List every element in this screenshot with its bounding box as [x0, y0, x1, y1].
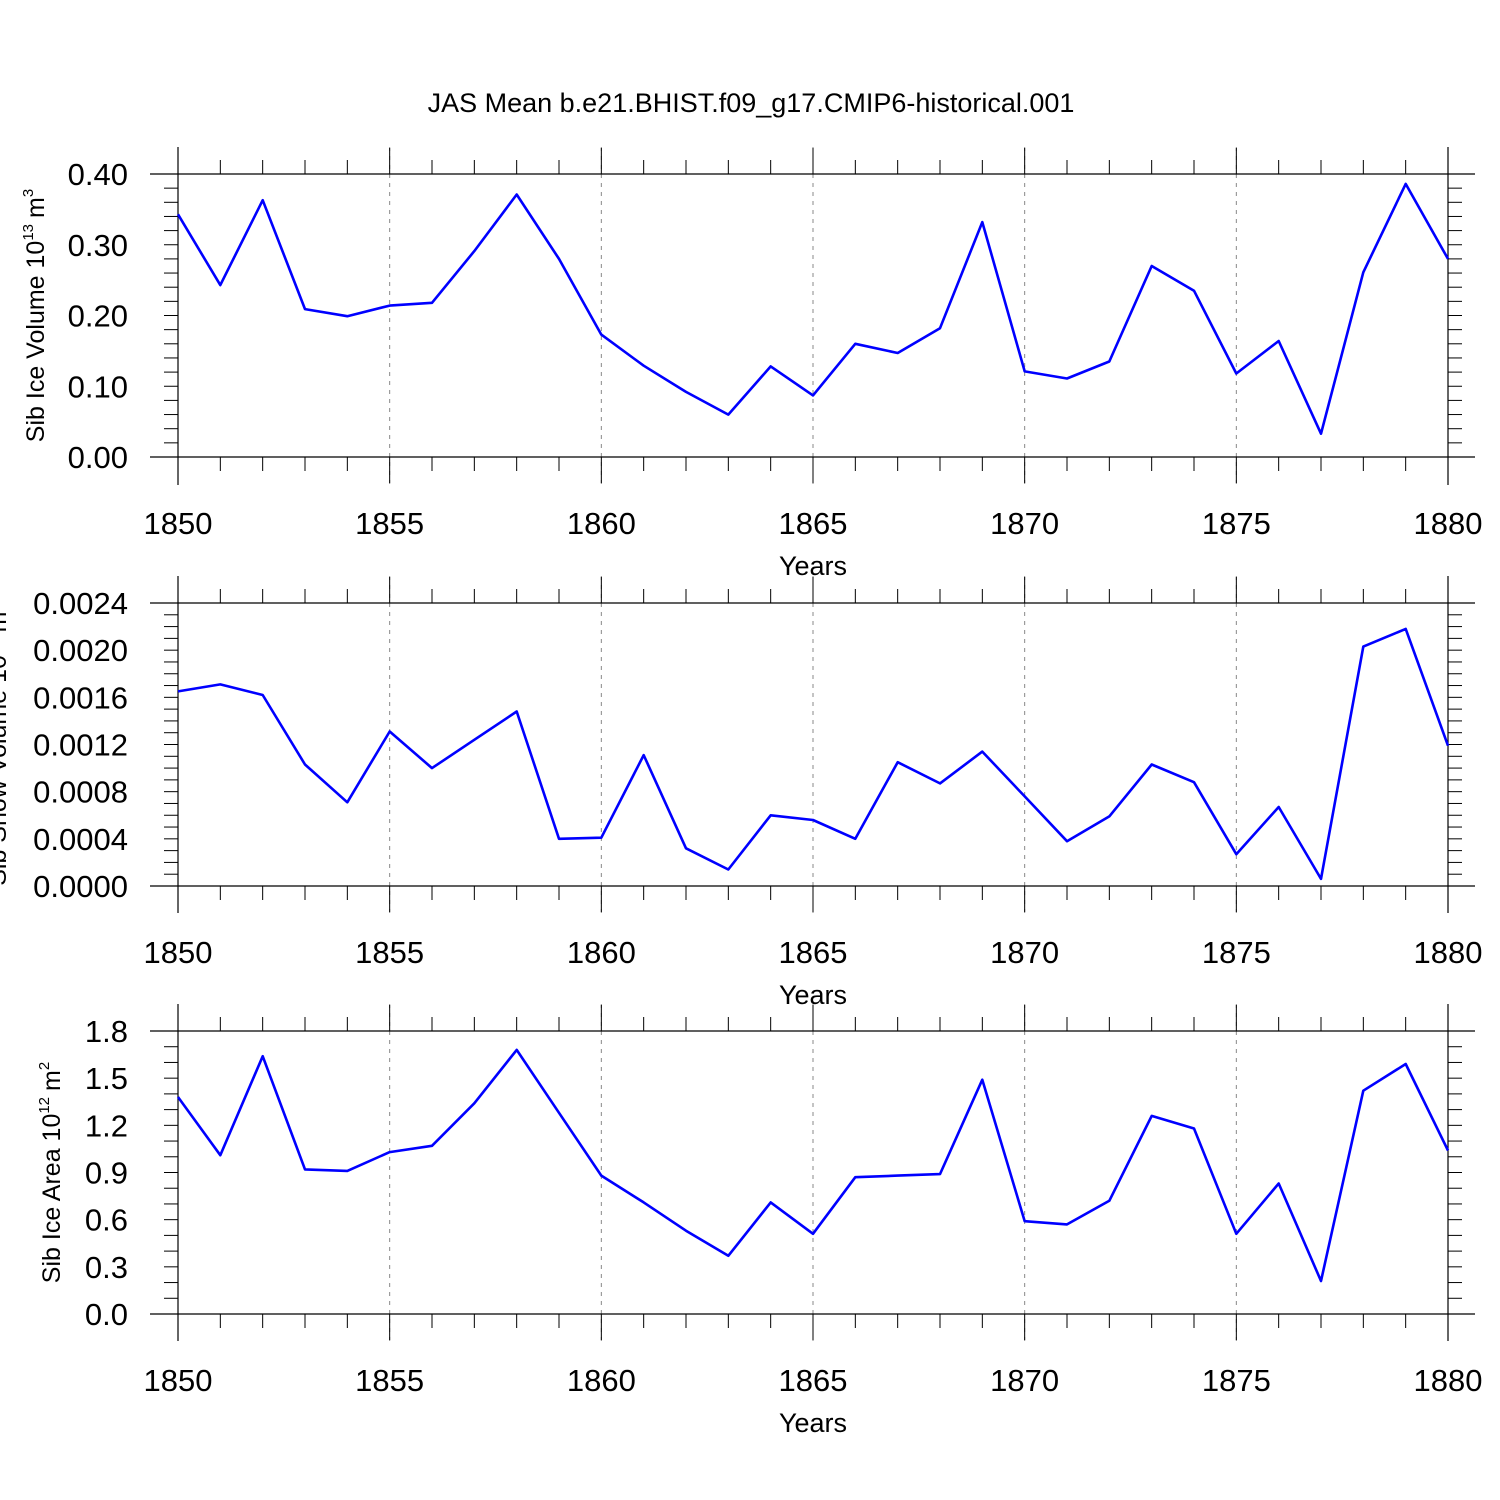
y-tick-label: 1.5: [85, 1061, 128, 1096]
series-line: [177, 627, 1450, 881]
y-tick-label: 0.0020: [33, 633, 128, 668]
series-line: [176, 1048, 1450, 1283]
y-tick-label: 0.0008: [33, 775, 128, 810]
x-tick-label: 1870: [990, 935, 1059, 970]
x-tick-label: 1860: [567, 506, 636, 541]
x-tick-label: 1855: [355, 935, 424, 970]
y-tick-label: 0.0: [85, 1297, 128, 1332]
y-tick-label: 0.00: [68, 440, 128, 475]
y-axis-label-text: Sib Ice Area 10: [38, 1114, 66, 1284]
x-tick-label: 1875: [1202, 935, 1271, 970]
x-tick-label: 1850: [144, 506, 213, 541]
x-tick-label: 1855: [355, 1363, 424, 1398]
y-axis-label-unit: m: [0, 612, 12, 633]
series-line: [176, 182, 1450, 436]
y-tick-label: 0.0016: [33, 680, 128, 715]
x-tick-label: 1850: [144, 1363, 213, 1398]
panels: 0.00 0.10 0.20 0.30 0.40 1850 1855 1860 1865 1870…: [0, 147, 1482, 1438]
y-axis-label-unit-exponent: 2: [36, 1062, 53, 1070]
x-tick-label: 1875: [1202, 1363, 1271, 1398]
y-tick-label: 0.0024: [33, 586, 128, 621]
x-tick-label: 1855: [355, 506, 424, 541]
x-tick-label: 1865: [779, 506, 848, 541]
x-tick-label: 1880: [1414, 506, 1483, 541]
y-tick-label: 0.9: [85, 1156, 128, 1191]
x-tick-label: 1865: [779, 1363, 848, 1398]
y-tick-label: 0.0000: [33, 869, 128, 904]
y-tick-label: 1.8: [85, 1014, 128, 1049]
chart-title: JAS Mean b.e21.BHIST.f09_g17.CMIP6-histo…: [428, 88, 1075, 118]
panel-1: 0.00 0.10 0.20 0.30 0.40 1850 1855 1860 1865 1870…: [20, 147, 1482, 581]
y-tick-label: 0.40: [68, 157, 128, 192]
y-tick-label: 0.3: [85, 1250, 128, 1285]
y-axis-label-exponent: 13: [20, 224, 37, 241]
panel-2: 0.0000 0.0004 0.0008 0.0012 0.0016 0.0020 0.00…: [0, 576, 1482, 1010]
y-axis-label-unit: m: [38, 1070, 66, 1091]
x-tick-label: 1860: [567, 1363, 636, 1398]
y-axis-label-unit: m: [22, 197, 50, 218]
x-tick-label: 1850: [144, 935, 213, 970]
x-axis-label: Years: [779, 1408, 847, 1438]
y-axis-label: Sib Ice Area 1012 m2: [36, 1062, 66, 1283]
x-tick-label: 1860: [567, 935, 636, 970]
x-tick-label: 1880: [1414, 935, 1483, 970]
y-tick-label: 0.6: [85, 1203, 128, 1238]
y-axis-label: Sib Snow Volume 1013m3: [0, 603, 12, 886]
y-tick-label: 0.30: [68, 228, 128, 263]
y-axis-label: Sib Ice Volume 1013 m3: [20, 189, 50, 442]
x-tick-label: 1880: [1414, 1363, 1483, 1398]
panel-3: 0.0 0.3 0.6 0.9 1.2 1.5 1.8 1850 1855 1860 1865 187…: [36, 1004, 1482, 1438]
y-tick-label: 0.0004: [33, 822, 128, 857]
x-tick-label: 1865: [779, 935, 848, 970]
y-tick-label: 0.10: [68, 369, 128, 404]
x-tick-label: 1870: [990, 1363, 1059, 1398]
y-axis-label-exponent: 12: [36, 1097, 53, 1114]
y-axis-label-text: Sib Ice Volume 10: [22, 241, 50, 443]
x-tick-label: 1870: [990, 506, 1059, 541]
y-tick-label: 0.0012: [33, 728, 128, 763]
y-axis-label-unit-exponent: 3: [20, 189, 37, 197]
x-tick-label: 1875: [1202, 506, 1271, 541]
y-axis-label-text: Sib Snow Volume 10: [0, 655, 12, 886]
y-tick-label: 1.2: [85, 1108, 128, 1143]
y-tick-label: 0.20: [68, 299, 128, 334]
